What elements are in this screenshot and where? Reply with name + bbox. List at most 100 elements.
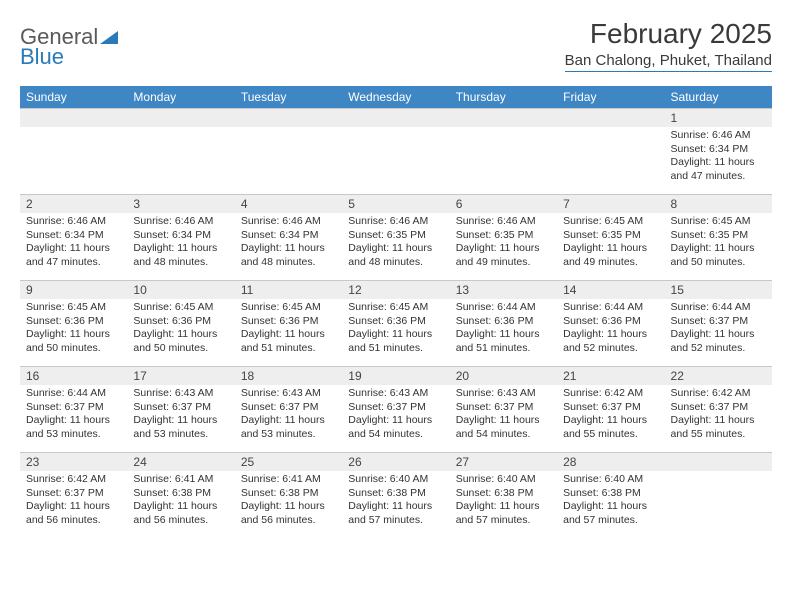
page-header: General February 2025 Ban Chalong, Phuke… [20,18,772,72]
calendar-day-cell: 23Sunrise: 6:42 AMSunset: 6:37 PMDayligh… [20,453,127,539]
sunrise-text: Sunrise: 6:45 AM [671,215,766,229]
day-details: Sunrise: 6:43 AMSunset: 6:37 PMDaylight:… [450,385,557,448]
day-details [127,127,234,135]
calendar-day-cell: 19Sunrise: 6:43 AMSunset: 6:37 PMDayligh… [342,367,449,453]
day-details: Sunrise: 6:43 AMSunset: 6:37 PMDaylight:… [235,385,342,448]
daylight-text: Daylight: 11 hours and 50 minutes. [26,328,121,355]
calendar-day-cell [20,109,127,195]
calendar-day-cell: 17Sunrise: 6:43 AMSunset: 6:37 PMDayligh… [127,367,234,453]
sunset-text: Sunset: 6:38 PM [133,487,228,501]
sunset-text: Sunset: 6:38 PM [241,487,336,501]
daylight-text: Daylight: 11 hours and 55 minutes. [671,414,766,441]
calendar-month-title: February 2025 [565,18,772,50]
day-details [235,127,342,135]
calendar-day-cell: 25Sunrise: 6:41 AMSunset: 6:38 PMDayligh… [235,453,342,539]
day-number: 12 [342,281,449,299]
day-number: 5 [342,195,449,213]
day-number [665,453,772,471]
calendar-day-cell: 28Sunrise: 6:40 AMSunset: 6:38 PMDayligh… [557,453,664,539]
daylight-text: Daylight: 11 hours and 54 minutes. [348,414,443,441]
sunset-text: Sunset: 6:38 PM [563,487,658,501]
sunrise-text: Sunrise: 6:45 AM [133,301,228,315]
sunset-text: Sunset: 6:37 PM [241,401,336,415]
sunrise-text: Sunrise: 6:41 AM [133,473,228,487]
day-details [665,471,772,479]
day-number: 8 [665,195,772,213]
day-details [20,127,127,135]
day-number: 7 [557,195,664,213]
day-details: Sunrise: 6:42 AMSunset: 6:37 PMDaylight:… [557,385,664,448]
calendar-day-cell: 8Sunrise: 6:45 AMSunset: 6:35 PMDaylight… [665,195,772,281]
day-number [450,109,557,127]
daylight-text: Daylight: 11 hours and 53 minutes. [241,414,336,441]
calendar-day-cell: 7Sunrise: 6:45 AMSunset: 6:35 PMDaylight… [557,195,664,281]
sunset-text: Sunset: 6:34 PM [26,229,121,243]
daylight-text: Daylight: 11 hours and 51 minutes. [348,328,443,355]
day-number: 23 [20,453,127,471]
sunrise-text: Sunrise: 6:45 AM [26,301,121,315]
sunset-text: Sunset: 6:35 PM [348,229,443,243]
sunrise-text: Sunrise: 6:42 AM [563,387,658,401]
sunset-text: Sunset: 6:38 PM [348,487,443,501]
sunset-text: Sunset: 6:34 PM [671,143,766,157]
day-details: Sunrise: 6:40 AMSunset: 6:38 PMDaylight:… [342,471,449,534]
sunrise-text: Sunrise: 6:40 AM [456,473,551,487]
daylight-text: Daylight: 11 hours and 51 minutes. [241,328,336,355]
sunset-text: Sunset: 6:35 PM [671,229,766,243]
sunset-text: Sunset: 6:37 PM [26,401,121,415]
daylight-text: Daylight: 11 hours and 56 minutes. [241,500,336,527]
sunrise-text: Sunrise: 6:44 AM [456,301,551,315]
sunrise-text: Sunrise: 6:42 AM [671,387,766,401]
sunrise-text: Sunrise: 6:43 AM [348,387,443,401]
sunrise-text: Sunrise: 6:43 AM [133,387,228,401]
day-details [450,127,557,135]
daylight-text: Daylight: 11 hours and 49 minutes. [456,242,551,269]
calendar-day-cell: 11Sunrise: 6:45 AMSunset: 6:36 PMDayligh… [235,281,342,367]
calendar-day-cell [557,109,664,195]
calendar-day-cell [342,109,449,195]
calendar-day-cell: 3Sunrise: 6:46 AMSunset: 6:34 PMDaylight… [127,195,234,281]
sunrise-text: Sunrise: 6:42 AM [26,473,121,487]
day-details: Sunrise: 6:46 AMSunset: 6:34 PMDaylight:… [20,213,127,276]
day-number: 20 [450,367,557,385]
calendar-day-cell: 6Sunrise: 6:46 AMSunset: 6:35 PMDaylight… [450,195,557,281]
calendar-day-cell: 4Sunrise: 6:46 AMSunset: 6:34 PMDaylight… [235,195,342,281]
sunset-text: Sunset: 6:37 PM [133,401,228,415]
sunrise-text: Sunrise: 6:43 AM [241,387,336,401]
daylight-text: Daylight: 11 hours and 56 minutes. [26,500,121,527]
sunset-text: Sunset: 6:37 PM [671,401,766,415]
sunrise-text: Sunrise: 6:44 AM [26,387,121,401]
calendar-day-cell: 20Sunrise: 6:43 AMSunset: 6:37 PMDayligh… [450,367,557,453]
day-details [342,127,449,135]
calendar-week-row: 16Sunrise: 6:44 AMSunset: 6:37 PMDayligh… [20,367,772,453]
sunset-text: Sunset: 6:37 PM [563,401,658,415]
calendar-week-row: 2Sunrise: 6:46 AMSunset: 6:34 PMDaylight… [20,195,772,281]
daylight-text: Daylight: 11 hours and 48 minutes. [241,242,336,269]
day-details: Sunrise: 6:45 AMSunset: 6:35 PMDaylight:… [665,213,772,276]
sunrise-text: Sunrise: 6:46 AM [348,215,443,229]
weekday-header: Monday [127,86,234,109]
calendar-day-cell: 15Sunrise: 6:44 AMSunset: 6:37 PMDayligh… [665,281,772,367]
sunset-text: Sunset: 6:36 PM [456,315,551,329]
sunrise-text: Sunrise: 6:46 AM [241,215,336,229]
day-details: Sunrise: 6:44 AMSunset: 6:36 PMDaylight:… [450,299,557,362]
calendar-day-cell: 16Sunrise: 6:44 AMSunset: 6:37 PMDayligh… [20,367,127,453]
sunrise-text: Sunrise: 6:43 AM [456,387,551,401]
calendar-day-cell: 21Sunrise: 6:42 AMSunset: 6:37 PMDayligh… [557,367,664,453]
calendar-day-cell: 13Sunrise: 6:44 AMSunset: 6:36 PMDayligh… [450,281,557,367]
day-number: 11 [235,281,342,299]
day-number: 1 [665,109,772,127]
day-details: Sunrise: 6:45 AMSunset: 6:35 PMDaylight:… [557,213,664,276]
calendar-day-cell: 5Sunrise: 6:46 AMSunset: 6:35 PMDaylight… [342,195,449,281]
sunrise-text: Sunrise: 6:41 AM [241,473,336,487]
sunrise-text: Sunrise: 6:44 AM [563,301,658,315]
sunrise-text: Sunrise: 6:40 AM [348,473,443,487]
calendar-week-row: 23Sunrise: 6:42 AMSunset: 6:37 PMDayligh… [20,453,772,539]
calendar-day-cell: 27Sunrise: 6:40 AMSunset: 6:38 PMDayligh… [450,453,557,539]
calendar-day-cell [127,109,234,195]
sunrise-text: Sunrise: 6:46 AM [26,215,121,229]
calendar-day-cell: 18Sunrise: 6:43 AMSunset: 6:37 PMDayligh… [235,367,342,453]
day-number: 26 [342,453,449,471]
daylight-text: Daylight: 11 hours and 54 minutes. [456,414,551,441]
day-number: 28 [557,453,664,471]
